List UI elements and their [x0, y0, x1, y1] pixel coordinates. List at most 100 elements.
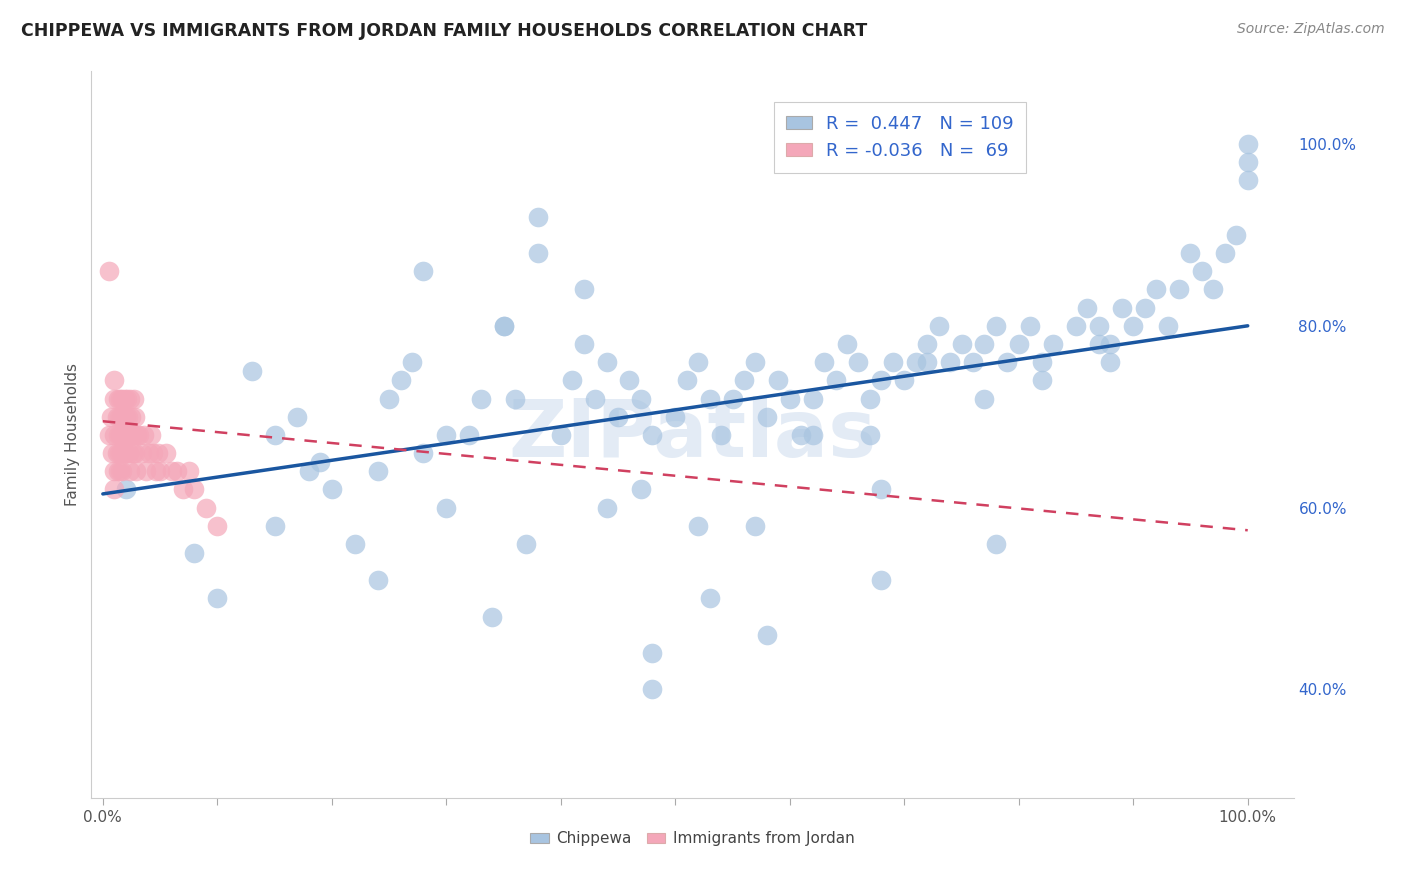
Point	[120, 427, 143, 442]
Point	[115, 427, 138, 442]
Point	[1076, 301, 1098, 315]
Point	[950, 337, 973, 351]
Point	[962, 355, 984, 369]
Point	[973, 337, 995, 351]
Point	[112, 409, 135, 424]
Point	[108, 427, 131, 442]
Point	[744, 518, 766, 533]
Point	[527, 210, 550, 224]
Point	[1099, 337, 1122, 351]
Point	[768, 373, 790, 387]
Point	[118, 427, 141, 442]
Point	[155, 446, 177, 460]
Point	[1236, 155, 1258, 169]
Point	[503, 392, 526, 406]
Point	[172, 483, 194, 497]
Point	[287, 409, 309, 424]
Point	[790, 427, 813, 442]
Point	[114, 427, 136, 442]
Point	[120, 392, 142, 406]
Point	[984, 537, 1007, 551]
Point	[664, 409, 686, 424]
Point	[1008, 337, 1031, 351]
Point	[114, 409, 136, 424]
Point	[127, 427, 149, 442]
Point	[641, 646, 664, 660]
Point	[101, 446, 124, 460]
Point	[103, 464, 125, 478]
Point	[859, 427, 882, 442]
Point	[114, 446, 136, 460]
Point	[183, 546, 205, 560]
Point	[928, 318, 950, 333]
Point	[755, 409, 778, 424]
Point	[194, 500, 217, 515]
Point	[132, 427, 155, 442]
Point	[207, 591, 229, 606]
Point	[801, 427, 824, 442]
Point	[1019, 318, 1042, 333]
Point	[848, 355, 870, 369]
Point	[915, 355, 938, 369]
Point	[801, 392, 824, 406]
Point	[1099, 355, 1122, 369]
Point	[103, 392, 125, 406]
Point	[142, 446, 165, 460]
Point	[939, 355, 962, 369]
Point	[412, 446, 434, 460]
Point	[160, 464, 183, 478]
Point	[572, 283, 595, 297]
Point	[458, 427, 481, 442]
Point	[721, 392, 744, 406]
Point	[97, 427, 120, 442]
Point	[177, 464, 200, 478]
Point	[108, 409, 131, 424]
Point	[675, 373, 697, 387]
Point	[117, 409, 139, 424]
Point	[699, 591, 721, 606]
Point	[973, 392, 995, 406]
Point	[915, 337, 938, 351]
Point	[97, 264, 120, 278]
Point	[121, 427, 143, 442]
Point	[121, 446, 143, 460]
Point	[1191, 264, 1213, 278]
Y-axis label: Family Households: Family Households	[65, 363, 80, 507]
Point	[146, 446, 169, 460]
Point	[550, 427, 572, 442]
Legend: Chippewa, Immigrants from Jordan: Chippewa, Immigrants from Jordan	[524, 825, 860, 853]
Point	[1168, 283, 1191, 297]
Point	[128, 427, 150, 442]
Point	[1031, 355, 1053, 369]
Point	[131, 446, 153, 460]
Point	[470, 392, 492, 406]
Point	[870, 483, 893, 497]
Point	[733, 373, 755, 387]
Point	[1088, 318, 1111, 333]
Point	[107, 464, 129, 478]
Point	[139, 427, 162, 442]
Point	[120, 409, 143, 424]
Point	[263, 427, 285, 442]
Point	[434, 427, 457, 442]
Point	[492, 318, 515, 333]
Point	[904, 355, 927, 369]
Point	[111, 464, 134, 478]
Point	[112, 427, 135, 442]
Point	[412, 264, 434, 278]
Point	[583, 392, 606, 406]
Point	[321, 483, 343, 497]
Point	[108, 464, 131, 478]
Point	[1144, 283, 1167, 297]
Point	[527, 246, 550, 260]
Point	[110, 409, 132, 424]
Point	[135, 464, 157, 478]
Point	[114, 392, 136, 406]
Point	[117, 427, 139, 442]
Point	[492, 318, 515, 333]
Point	[595, 500, 617, 515]
Text: ZIPatlas: ZIPatlas	[509, 396, 876, 474]
Point	[561, 373, 583, 387]
Point	[1180, 246, 1202, 260]
Point	[641, 427, 664, 442]
